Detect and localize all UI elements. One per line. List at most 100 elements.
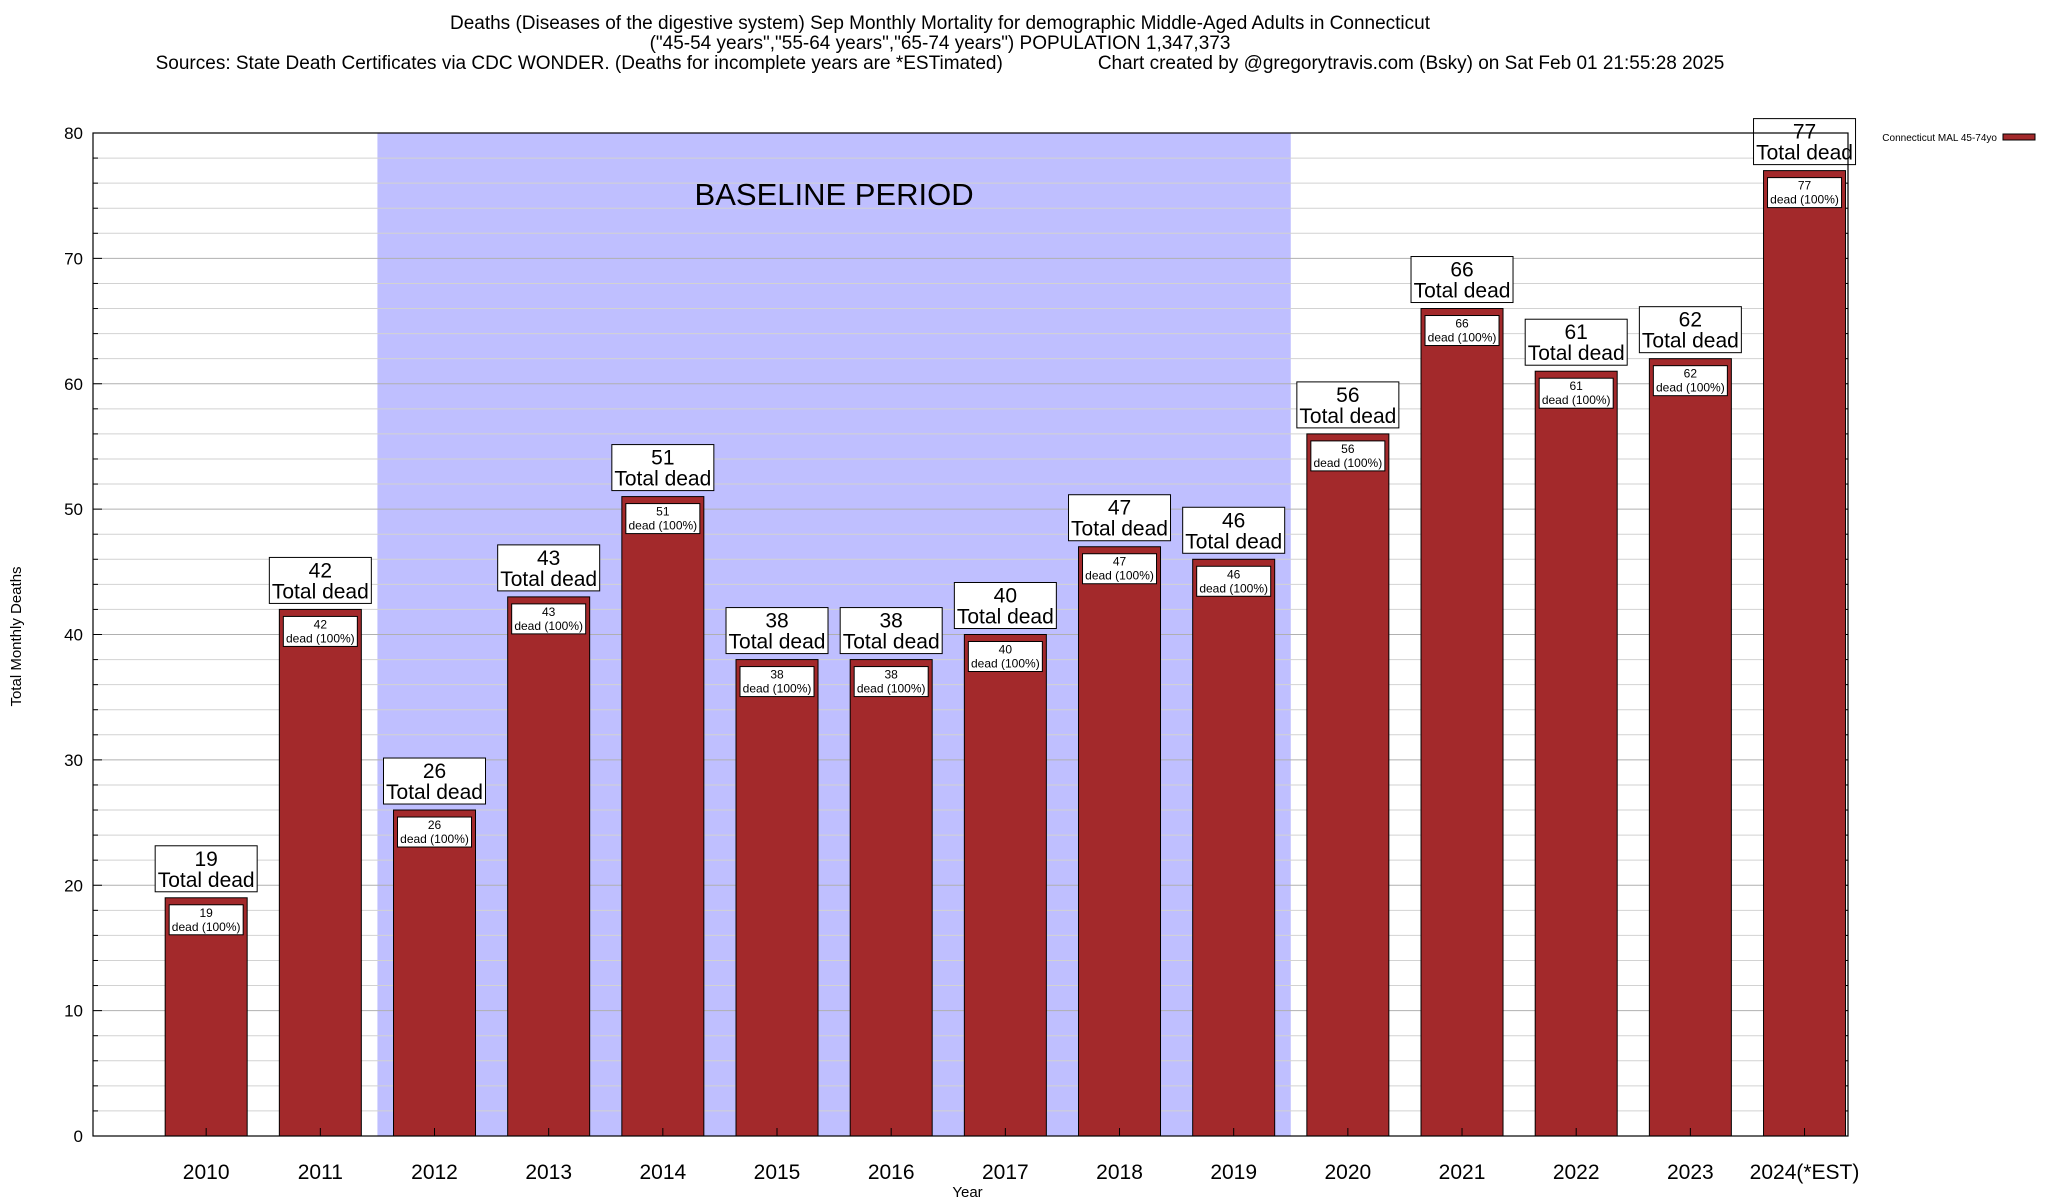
bar-total-label-box xyxy=(1753,118,1857,166)
bar-total-label-box xyxy=(1524,318,1628,366)
bar xyxy=(278,608,362,1137)
y-tick-label: 0 xyxy=(74,1127,83,1146)
bar-inner-percent: dead (100%) xyxy=(172,920,241,934)
bar-inner-percent: dead (100%) xyxy=(1656,381,1725,395)
bar-inner-value: 40 xyxy=(999,643,1013,657)
bar-inner-value: 42 xyxy=(314,617,328,631)
x-axis-title: Year xyxy=(952,1184,982,1200)
chart-subtitle: ("45-54 years","55-64 years","65-74 year… xyxy=(649,33,1231,54)
bar-total-label-box xyxy=(1296,381,1400,429)
x-tick-label: 2021 xyxy=(1439,1161,1486,1184)
bar-total-value: 61 xyxy=(1565,321,1588,344)
bar-total-value: 43 xyxy=(537,547,560,570)
bar xyxy=(393,809,477,1137)
bar-inner-value: 43 xyxy=(542,605,556,619)
bar-inner-percent: dead (100%) xyxy=(1770,193,1839,207)
bar-inner-value: 19 xyxy=(199,906,213,920)
bar-total-value: 38 xyxy=(880,610,903,633)
bar-total-value: 38 xyxy=(765,610,788,633)
x-tick-label: 2019 xyxy=(1210,1161,1257,1184)
bar-total-text: Total dead xyxy=(386,781,483,804)
bar-inner-value: 51 xyxy=(656,505,670,519)
bar-total-text: Total dead xyxy=(729,631,826,654)
bar xyxy=(621,496,705,1137)
baseline-label: BASELINE PERIOD xyxy=(695,177,974,212)
x-tick-label: 2020 xyxy=(1324,1161,1371,1184)
bar-total-label-box xyxy=(1638,306,1742,354)
bar-total-text: Total dead xyxy=(1642,330,1739,353)
bar-total-text: Total dead xyxy=(1528,342,1625,365)
bar-inner-label-box xyxy=(1652,365,1728,397)
y-tick-label: 50 xyxy=(64,500,83,519)
bar-total-label-box xyxy=(1068,494,1172,542)
bar-total-label-box xyxy=(497,544,601,592)
bar-total-text: Total dead xyxy=(1299,405,1396,428)
bar-total-text: Total dead xyxy=(957,606,1054,629)
bar-total-value: 56 xyxy=(1336,384,1359,407)
legend-swatch xyxy=(2002,133,2036,141)
y-tick-label: 30 xyxy=(64,751,83,770)
bar-total-text: Total dead xyxy=(272,580,369,603)
x-tick-label: 2024(*EST) xyxy=(1750,1161,1860,1184)
bar xyxy=(963,634,1047,1137)
bar xyxy=(1648,358,1732,1137)
bar-inner-label-box xyxy=(1538,377,1614,409)
bar-total-text: Total dead xyxy=(1414,280,1511,303)
bar-total-value: 19 xyxy=(194,848,217,871)
bar-inner-label-box xyxy=(967,641,1043,672)
chart-title: Deaths (Diseases of the digestive system… xyxy=(449,13,1430,34)
bar-total-label-box xyxy=(1410,256,1514,304)
x-tick-label: 2010 xyxy=(183,1161,230,1184)
chart-sources: Sources: State Death Certificates via CD… xyxy=(155,53,1003,74)
bar xyxy=(507,596,591,1137)
bar-total-label-box xyxy=(611,444,715,492)
x-tick-label: 2023 xyxy=(1667,1161,1714,1184)
bar-total-value: 51 xyxy=(651,447,674,470)
bar-inner-value: 61 xyxy=(1570,379,1584,393)
bar-total-value: 26 xyxy=(423,760,446,783)
bar-inner-label-box xyxy=(1082,553,1158,585)
bar-total-label-box xyxy=(383,757,487,805)
bar-total-value: 42 xyxy=(309,559,332,582)
x-tick-label: 2012 xyxy=(411,1161,458,1184)
x-tick-label: 2018 xyxy=(1096,1161,1143,1184)
bar-inner-percent: dead (100%) xyxy=(1199,581,1268,595)
bar-total-text: Total dead xyxy=(500,568,597,591)
bar-inner-value: 62 xyxy=(1684,367,1698,381)
plot-border xyxy=(92,132,1849,1137)
bar-inner-percent: dead (100%) xyxy=(857,682,926,696)
bar-total-text: Total dead xyxy=(158,869,255,892)
bar xyxy=(1420,308,1504,1137)
bar-inner-label-box xyxy=(282,615,358,647)
bar-inner-value: 46 xyxy=(1227,567,1241,581)
bar-inner-label-box xyxy=(1424,315,1500,347)
bar-inner-value: 56 xyxy=(1341,442,1355,456)
y-tick-label: 70 xyxy=(64,249,83,268)
x-tick-label: 2017 xyxy=(982,1161,1029,1184)
bar xyxy=(1078,546,1162,1137)
bar-total-label-box xyxy=(268,556,372,604)
legend-label: Connecticut MAL 45-74yo xyxy=(1882,133,1997,144)
chart-sources-line: Sources: State Death Certificates via CD… xyxy=(0,54,1880,74)
bar-total-value: 47 xyxy=(1108,497,1131,520)
x-tick-label: 2022 xyxy=(1553,1161,1600,1184)
bar-total-label-box xyxy=(839,607,943,655)
chart-title-block: Deaths (Diseases of the digestive system… xyxy=(0,14,1880,74)
bar xyxy=(1306,433,1390,1137)
bar xyxy=(1192,558,1276,1137)
bar-inner-label-box xyxy=(397,816,473,848)
bar-inner-percent: dead (100%) xyxy=(1542,393,1611,407)
bar xyxy=(849,659,933,1137)
bar-inner-label-box xyxy=(853,666,929,698)
bar-inner-label-box xyxy=(625,503,701,535)
bar-inner-value: 66 xyxy=(1455,317,1469,331)
bar xyxy=(735,659,819,1137)
bar-total-value: 46 xyxy=(1222,509,1245,532)
x-tick-label: 2011 xyxy=(298,1161,343,1184)
bar-total-label-box xyxy=(1182,506,1286,554)
bar-total-value: 66 xyxy=(1450,259,1473,282)
bar xyxy=(1763,170,1847,1137)
bar-inner-percent: dead (100%) xyxy=(1085,569,1154,583)
bar-total-text: Total dead xyxy=(1185,530,1282,553)
